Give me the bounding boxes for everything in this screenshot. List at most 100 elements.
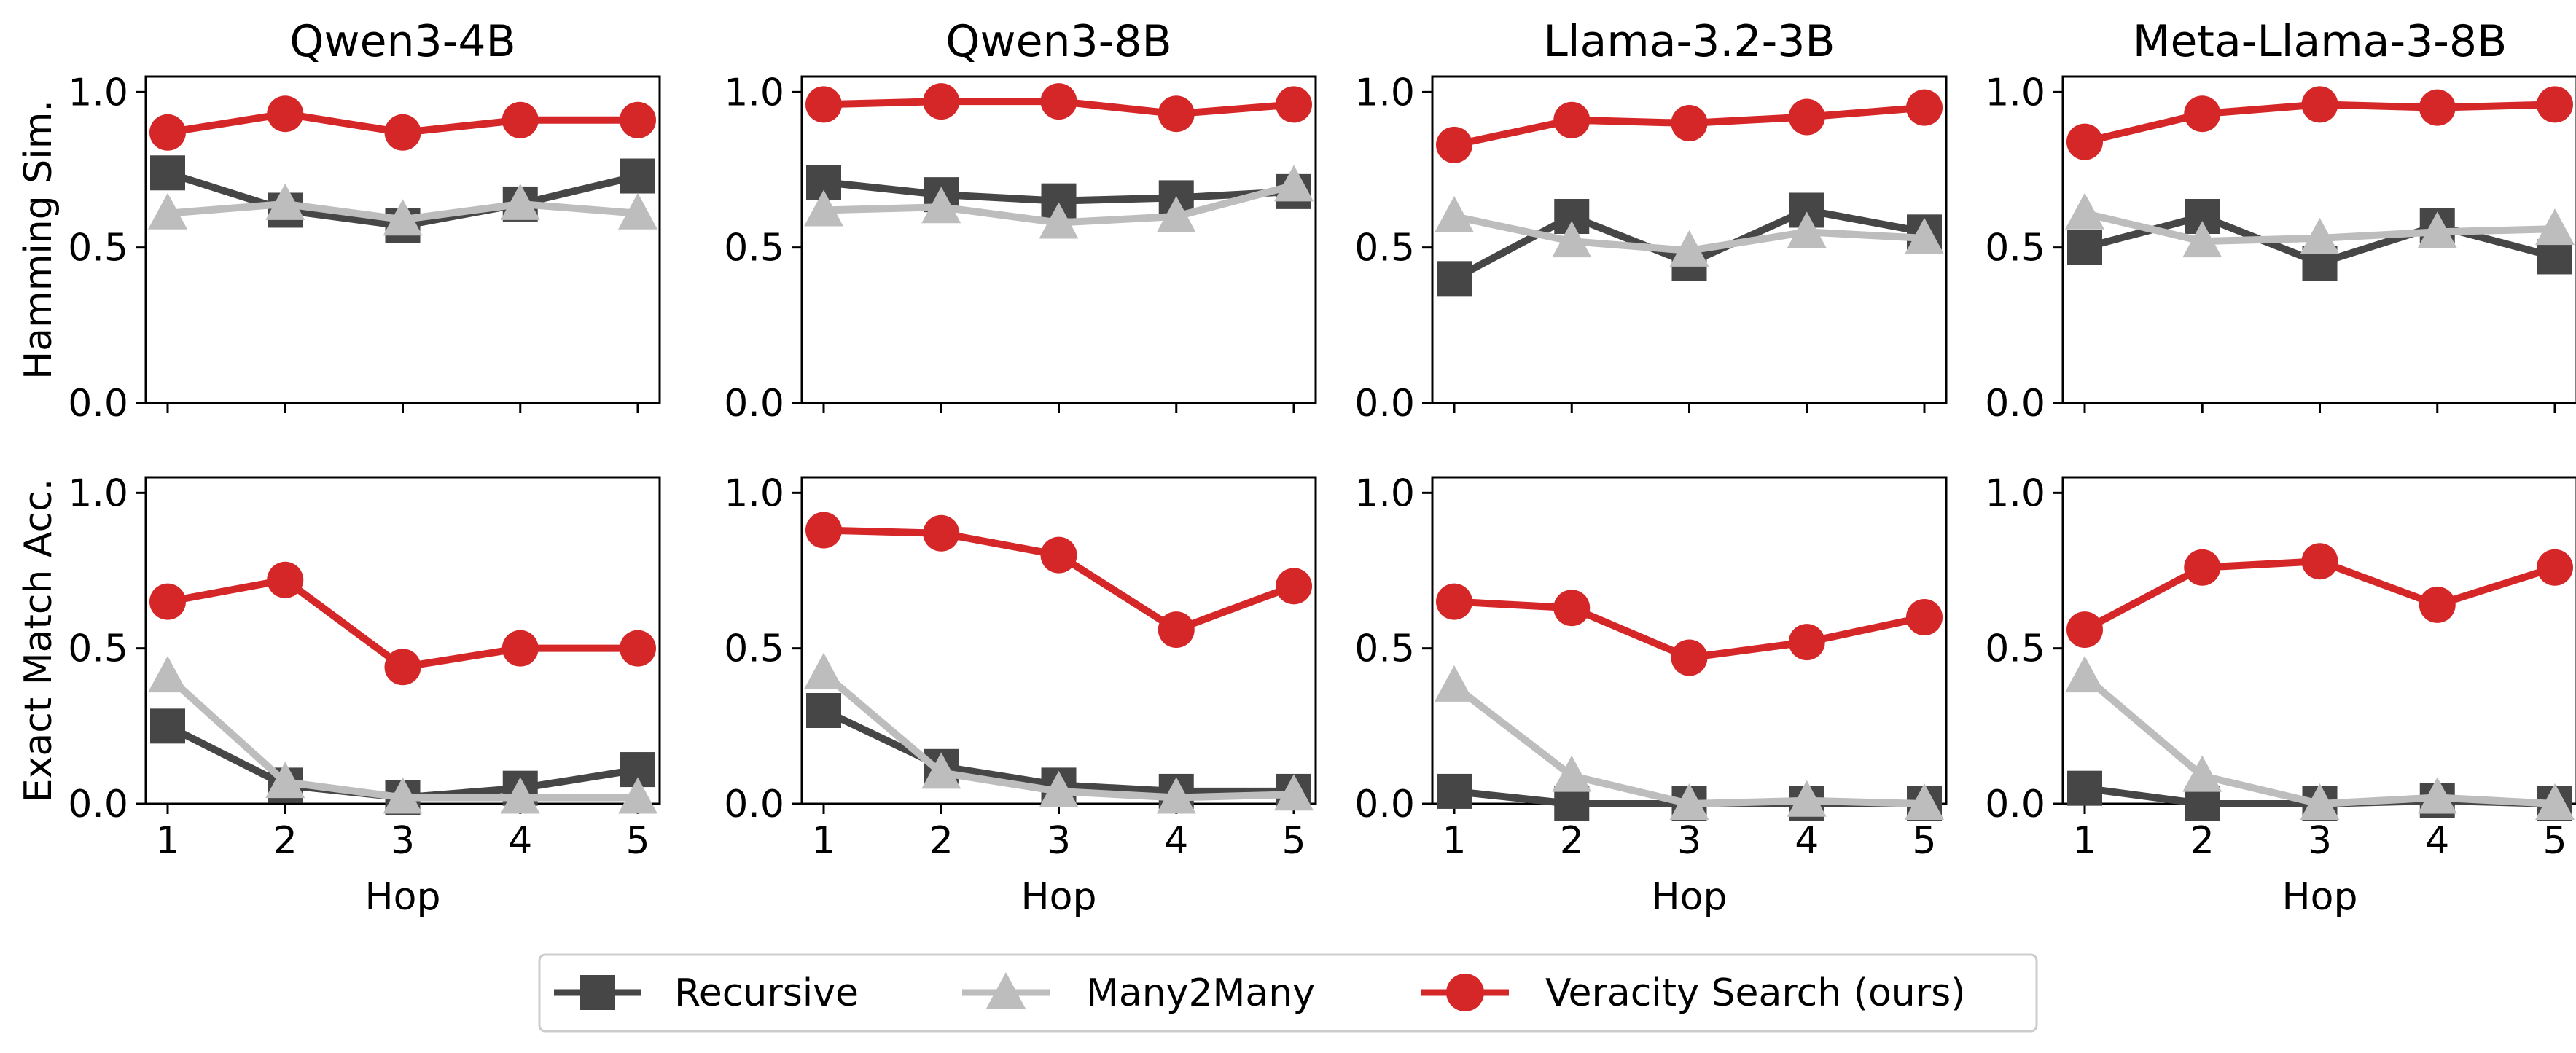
y-tick-label: 1.0 <box>1354 471 1415 515</box>
data-point <box>2067 230 2102 265</box>
series-many2many <box>804 165 1314 239</box>
data-point <box>150 708 185 744</box>
data-point <box>383 199 423 236</box>
data-point <box>265 762 305 799</box>
legend-label-veracity: Veracity Search (ours) <box>1545 971 1966 1015</box>
data-point <box>618 192 657 230</box>
y-tick-label: 0.0 <box>68 382 128 426</box>
y-tick-label: 1.0 <box>68 71 128 114</box>
y-tick-label: 1.0 <box>724 471 784 515</box>
data-point <box>2066 611 2103 649</box>
data-point <box>265 183 305 220</box>
legend: Recursive Many2Many Veracity Search (our… <box>538 953 2038 1033</box>
x-tick-label: 1 <box>2072 819 2096 863</box>
series-veracity-search-ours <box>1436 89 1943 163</box>
series-many2many <box>148 656 657 814</box>
data-point <box>1553 101 1591 138</box>
panel-title: Qwen3-8B <box>945 16 1171 67</box>
data-point <box>1274 774 1314 811</box>
x-tick-label: 3 <box>1677 819 1701 863</box>
series-veracity-search-ours <box>2066 86 2573 160</box>
y-tick-label: 1.0 <box>68 471 128 515</box>
data-point <box>1276 86 1312 123</box>
panel-r0-c0: 0.0 0.5 1.0 Qwen3-4B Hamming Sim. <box>17 16 661 426</box>
series-many2many <box>148 183 657 236</box>
data-point <box>1040 83 1077 120</box>
series-many2many <box>1435 196 1944 267</box>
data-point <box>1437 773 1472 809</box>
data-point <box>923 83 960 120</box>
data-point <box>620 158 655 194</box>
data-point <box>501 630 539 667</box>
x-tick-label: 1 <box>1442 819 1466 863</box>
legend-marker-circle <box>1446 974 1484 1011</box>
x-tick-label: 2 <box>929 819 953 863</box>
data-point <box>384 114 421 151</box>
data-point <box>2182 221 2222 258</box>
y-axis-label: Exact Match Acc. <box>17 479 61 803</box>
data-point <box>500 777 540 814</box>
legend-label-many2many: Many2Many <box>1086 971 1315 1015</box>
y-tick-label: 0.5 <box>724 627 784 671</box>
data-point <box>618 777 657 814</box>
data-point <box>2067 770 2102 806</box>
data-point <box>150 155 185 191</box>
data-point <box>149 583 186 620</box>
data-point <box>2417 211 2457 248</box>
data-point <box>1552 221 1592 258</box>
data-point <box>1158 611 1195 649</box>
data-point <box>2535 783 2575 820</box>
data-point <box>2417 777 2457 814</box>
x-tick-label: 2 <box>2190 819 2214 863</box>
data-point <box>2184 549 2221 586</box>
y-tick-label: 0.5 <box>1985 627 2045 671</box>
data-point <box>921 752 961 789</box>
data-point <box>1156 777 1196 814</box>
x-tick-label: 2 <box>1560 819 1584 863</box>
x-axis-label: Hop <box>365 875 441 919</box>
x-tick-label: 4 <box>2425 819 2449 863</box>
data-point <box>1905 217 1944 254</box>
legend-marker-square <box>580 975 615 1010</box>
data-point <box>1787 211 1827 248</box>
y-tick-label: 0.5 <box>724 227 784 270</box>
x-tick-label: 5 <box>1281 819 1305 863</box>
x-tick-label: 4 <box>1795 819 1819 863</box>
data-point <box>1671 639 1708 676</box>
y-tick-label: 0.5 <box>1354 627 1415 671</box>
panel-title: Llama-3.2-3B <box>1543 16 1835 67</box>
x-tick-label: 5 <box>2542 819 2567 863</box>
data-point <box>1156 196 1196 232</box>
data-point <box>148 192 187 230</box>
data-point <box>1788 624 1825 661</box>
panel-r1-c3: 0.0 0.5 1.0 1 2 3 4 5 Hop <box>1985 471 2576 919</box>
y-tick-label: 0.0 <box>1354 382 1415 426</box>
y-tick-label: 1.0 <box>724 71 784 114</box>
y-tick-label: 0.5 <box>68 227 128 270</box>
panel-frame <box>800 75 1317 404</box>
x-tick-label: 5 <box>625 819 649 863</box>
x-tick-label: 3 <box>1047 819 1071 863</box>
data-point <box>2184 95 2221 133</box>
series-veracity-search-ours <box>149 561 656 686</box>
legend-box <box>538 953 2038 1033</box>
series-many2many <box>804 652 1314 814</box>
panel-r1-c2: 0.0 0.5 1.0 1 2 3 4 5 Hop <box>1354 471 1948 919</box>
y-tick-label: 0.0 <box>724 783 784 826</box>
data-point <box>2066 123 2103 160</box>
data-point <box>804 189 843 227</box>
data-point <box>2535 208 2575 246</box>
y-tick-label: 0.5 <box>1985 227 2045 270</box>
y-tick-label: 1.0 <box>1985 471 2045 515</box>
panel-r1-c0: 0.0 0.5 1.0 1 2 3 4 5 Hop Exact Match Acc. <box>17 471 661 919</box>
panel-title: Meta-Llama-3-8B <box>2133 16 2507 67</box>
panel-r0-c1: 0.0 0.5 1.0 Qwen3-8B <box>724 16 1317 426</box>
x-axis-label: Hop <box>1021 875 1097 919</box>
y-tick-label: 0.0 <box>724 382 784 426</box>
series-veracity-search-ours <box>149 95 656 151</box>
x-tick-label: 3 <box>391 819 415 863</box>
data-point <box>2300 217 2340 254</box>
data-point <box>2065 656 2104 693</box>
data-point <box>2301 543 2338 580</box>
data-point <box>620 630 656 667</box>
